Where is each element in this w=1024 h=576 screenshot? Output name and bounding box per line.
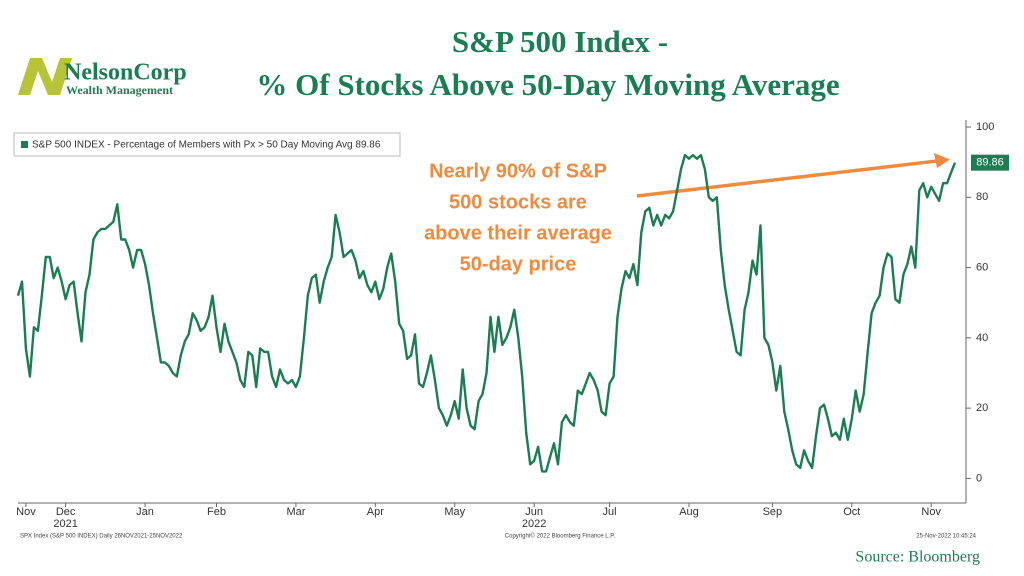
y-tick-label: 80 [976,191,988,203]
x-year-label: 2022 [522,518,546,530]
logo-tagline: Wealth Management [66,83,173,97]
y-tick-label: 40 [976,332,988,344]
x-tick-label: Apr [367,506,384,518]
x-tick-label: Oct [843,506,860,518]
x-tick-label: Sep [763,506,783,518]
x-tick-label: Mar [286,506,305,518]
annotation: 500 stocks are [449,191,587,213]
x-tick-label: Nov [921,506,941,518]
arrow [636,159,938,198]
x-tick-label: Jan [136,506,154,518]
legend-swatch [21,141,28,148]
series-line [16,153,957,473]
annotation: above their average [424,222,612,244]
annotation: Nearly 90% of S&P [429,160,607,182]
logo: NelsonCorp Wealth Management [18,58,187,97]
logo-mark [18,58,72,95]
chart-title: % Of Stocks Above 50-Day Moving Average [256,67,839,102]
x-tick-label: Aug [679,506,699,518]
y-tick-label: 0 [976,472,982,484]
y-tick-label: 60 [976,261,988,273]
x-tick-label: May [444,506,465,518]
x-tick-label: Jun [525,506,543,518]
x-tick-label: Dec [56,506,76,518]
footer: Copyright© 2022 Bloomberg Finance L.P. [505,533,616,540]
value-label: 89.86 [976,157,1004,169]
y-tick-label: 100 [976,121,994,133]
footer: 25-Nov-2022 10:45:24 [916,534,976,540]
chart-title: S&P 500 Index - [452,24,668,59]
value-label-box [971,154,1009,171]
y-tick-label: 20 [976,402,988,414]
footer: SPX Index (S&P 500 INDEX) Daily 26NOV202… [20,534,183,540]
legend-label: S&P 500 INDEX - Percentage of Members wi… [32,140,381,151]
annotation: 50-day price [460,253,577,275]
x-tick-label: Feb [207,506,226,518]
arrow-head [934,153,950,168]
x-year-label: 2021 [53,518,77,530]
x-tick-label: Nov [16,506,36,518]
source: Source: Bloomberg [855,549,980,566]
logo-name: NelsonCorp [64,60,187,86]
x-tick-label: Jul [603,506,617,518]
legend [13,132,401,157]
